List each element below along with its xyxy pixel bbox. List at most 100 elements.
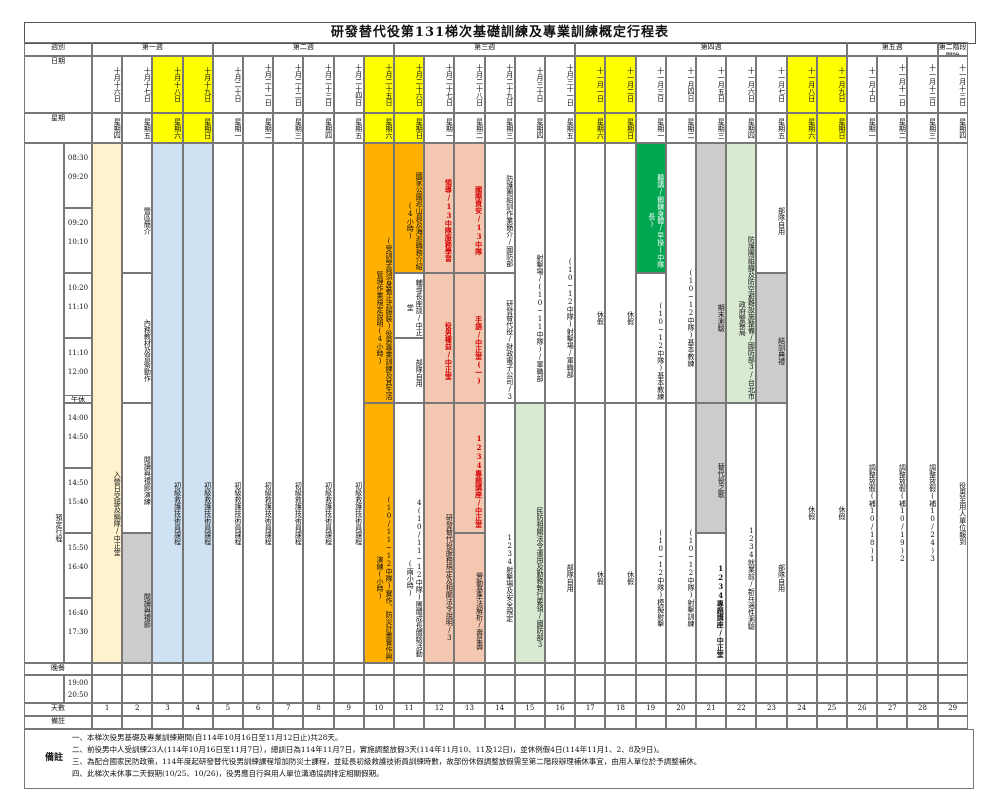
- evening-cell: [333, 663, 364, 675]
- remark-cell: [333, 716, 364, 729]
- note-line: 二、前役男中人受訓練23人(114年10月16日至11月7日），總訓日為114年…: [72, 745, 664, 754]
- rest-block: 休假: [605, 403, 636, 663]
- night-cell: [182, 675, 213, 703]
- night-cell: [152, 675, 183, 703]
- range-block: 射擊場/(10~11中隊)/軍職部: [514, 143, 545, 403]
- evening-cell: [605, 663, 636, 675]
- evening-cell: [756, 663, 787, 675]
- labor-law-block: 勞動基準法解析/壽星壽: [454, 533, 485, 663]
- time-label: 14:50: [67, 433, 89, 441]
- day-number-cell: 12: [424, 703, 455, 716]
- time-label: 15:50: [67, 544, 89, 552]
- remark-cell: [424, 716, 455, 729]
- report-block: 役男至用人單位報到: [937, 143, 968, 663]
- day-number-cell: 5: [212, 703, 243, 716]
- shooting-training-block: (10~12中隊)射擊訓練: [665, 403, 696, 663]
- day-number-cell: 29: [937, 703, 968, 716]
- time-label: 20:50: [67, 691, 89, 699]
- weekday-cell: 星期日: [816, 113, 847, 143]
- time-slot-label: 16:40 17:30: [64, 598, 92, 663]
- night-cell: [514, 675, 545, 703]
- night-cell: [484, 675, 515, 703]
- date-cell: 十月二十四日: [333, 56, 364, 113]
- remark-cell: [454, 716, 485, 729]
- time-label: 10:20: [67, 284, 89, 292]
- week-header: 第三週: [394, 42, 576, 56]
- weekday-cell: 星期五: [545, 113, 576, 143]
- time-label: 11:10: [67, 349, 89, 357]
- basic-rescue-block: 初級救護技術員課程: [243, 143, 274, 663]
- night-cell: [575, 675, 606, 703]
- weekday-cell: 星期六: [152, 113, 183, 143]
- weekday-cell: 星期六: [575, 113, 606, 143]
- night-cell: [907, 675, 938, 703]
- weekday-cell: 星期一: [212, 113, 243, 143]
- basic-rescue-block: 初級救護技術員課程: [152, 143, 183, 663]
- weekday-cell: 星期三: [484, 113, 515, 143]
- date-cell: 十月二十七日: [424, 56, 455, 113]
- remark-cell: [212, 716, 243, 729]
- time-slot-label: 11:10 12:00: [64, 338, 92, 403]
- night-cell: [92, 675, 123, 703]
- day-number-cell: 3: [152, 703, 183, 716]
- remark-cell: [877, 716, 908, 729]
- date-cell: 十月十九日: [182, 56, 213, 113]
- week-header: 第二週: [212, 42, 394, 56]
- date-cell: 十月二十九日: [484, 56, 515, 113]
- evening-time-label: 19:00 20:50: [64, 675, 92, 703]
- weekday-cell: 星期五: [756, 113, 787, 143]
- park-ranger-block: 國家公園巡山員及海巡職務介紹(4小時): [394, 143, 425, 273]
- night-cell: [605, 675, 636, 703]
- make-up-leave-block: 調整放假(補10/24)3: [907, 143, 938, 663]
- week-header: 第一週: [92, 42, 213, 56]
- company-block: 研發替代役/財政電子公司/3: [484, 273, 515, 403]
- time-slot-label: 09:20 10:10: [64, 208, 92, 273]
- etiquette-block: 閱讀與禮節: [122, 533, 153, 663]
- day-number-cell: 23: [756, 703, 787, 716]
- date-cell: 十月二十二日: [273, 56, 304, 113]
- date-cell: 十一月四日: [665, 56, 696, 113]
- date-cell: 十一月三日: [635, 56, 666, 113]
- week-header-label: 週別: [24, 42, 92, 56]
- basic-drill-block: (10~12中隊)基本教練: [665, 143, 696, 403]
- day-number-cell: 10: [363, 703, 394, 716]
- date-cell: 十一月十日: [847, 56, 878, 113]
- basic-rescue-block: 初級救護技術員課程: [212, 143, 243, 663]
- weekday-cell: 星期二: [243, 113, 274, 143]
- night-cell: [696, 675, 727, 703]
- sign-language-block: 手語/中正堂(一): [454, 273, 485, 403]
- weekday-cell: 星期一: [424, 113, 455, 143]
- exercise-block: 聽講/鍛鍊身體/早操(中隊長): [635, 143, 666, 273]
- weekday-cell: 星期三: [907, 113, 938, 143]
- air-defense-block: 防護團組織及防空避難設施整備/國防部3/台北市政府警察局: [726, 143, 757, 403]
- weekday-cell: 星期四: [514, 113, 545, 143]
- weekday-cell: 星期四: [303, 113, 334, 143]
- date-cell: 十月二十八日: [454, 56, 485, 113]
- time-label: 14:50: [67, 479, 89, 487]
- remark-cell: [484, 716, 515, 729]
- rest-block: 休假: [786, 143, 817, 663]
- date-cell: 十月二十一日: [243, 56, 274, 113]
- day-number-cell: 15: [514, 703, 545, 716]
- counselor-block: 輔導長座談/中正堂: [394, 273, 425, 338]
- disaster-drill-block: (10/11~12中隊)實作、防災計畫實作與演練(小時): [363, 403, 394, 663]
- date-cell: 十一月十一日: [877, 56, 908, 113]
- rest-block: 休假: [816, 143, 847, 663]
- rest-block: 休假: [575, 403, 606, 663]
- weekday-cell: 星期五: [333, 113, 364, 143]
- day-number-cell: 21: [696, 703, 727, 716]
- night-cell: [816, 675, 847, 703]
- shooting-range-block: 1234射擊場及安全規定: [484, 403, 515, 663]
- remark-cell: [665, 716, 696, 729]
- evening-label: 晚餐: [24, 663, 92, 675]
- weekday-cell: 星期二: [665, 113, 696, 143]
- day-number-cell: 4: [182, 703, 213, 716]
- rest-block: 休假: [605, 143, 636, 403]
- day-number-cell: 16: [545, 703, 576, 716]
- day-number-cell: 27: [877, 703, 908, 716]
- night-cell: [424, 675, 455, 703]
- day-number-cell: 7: [273, 703, 304, 716]
- remark-cell: [303, 716, 334, 729]
- graduation-block: 結訓典禮: [756, 273, 787, 403]
